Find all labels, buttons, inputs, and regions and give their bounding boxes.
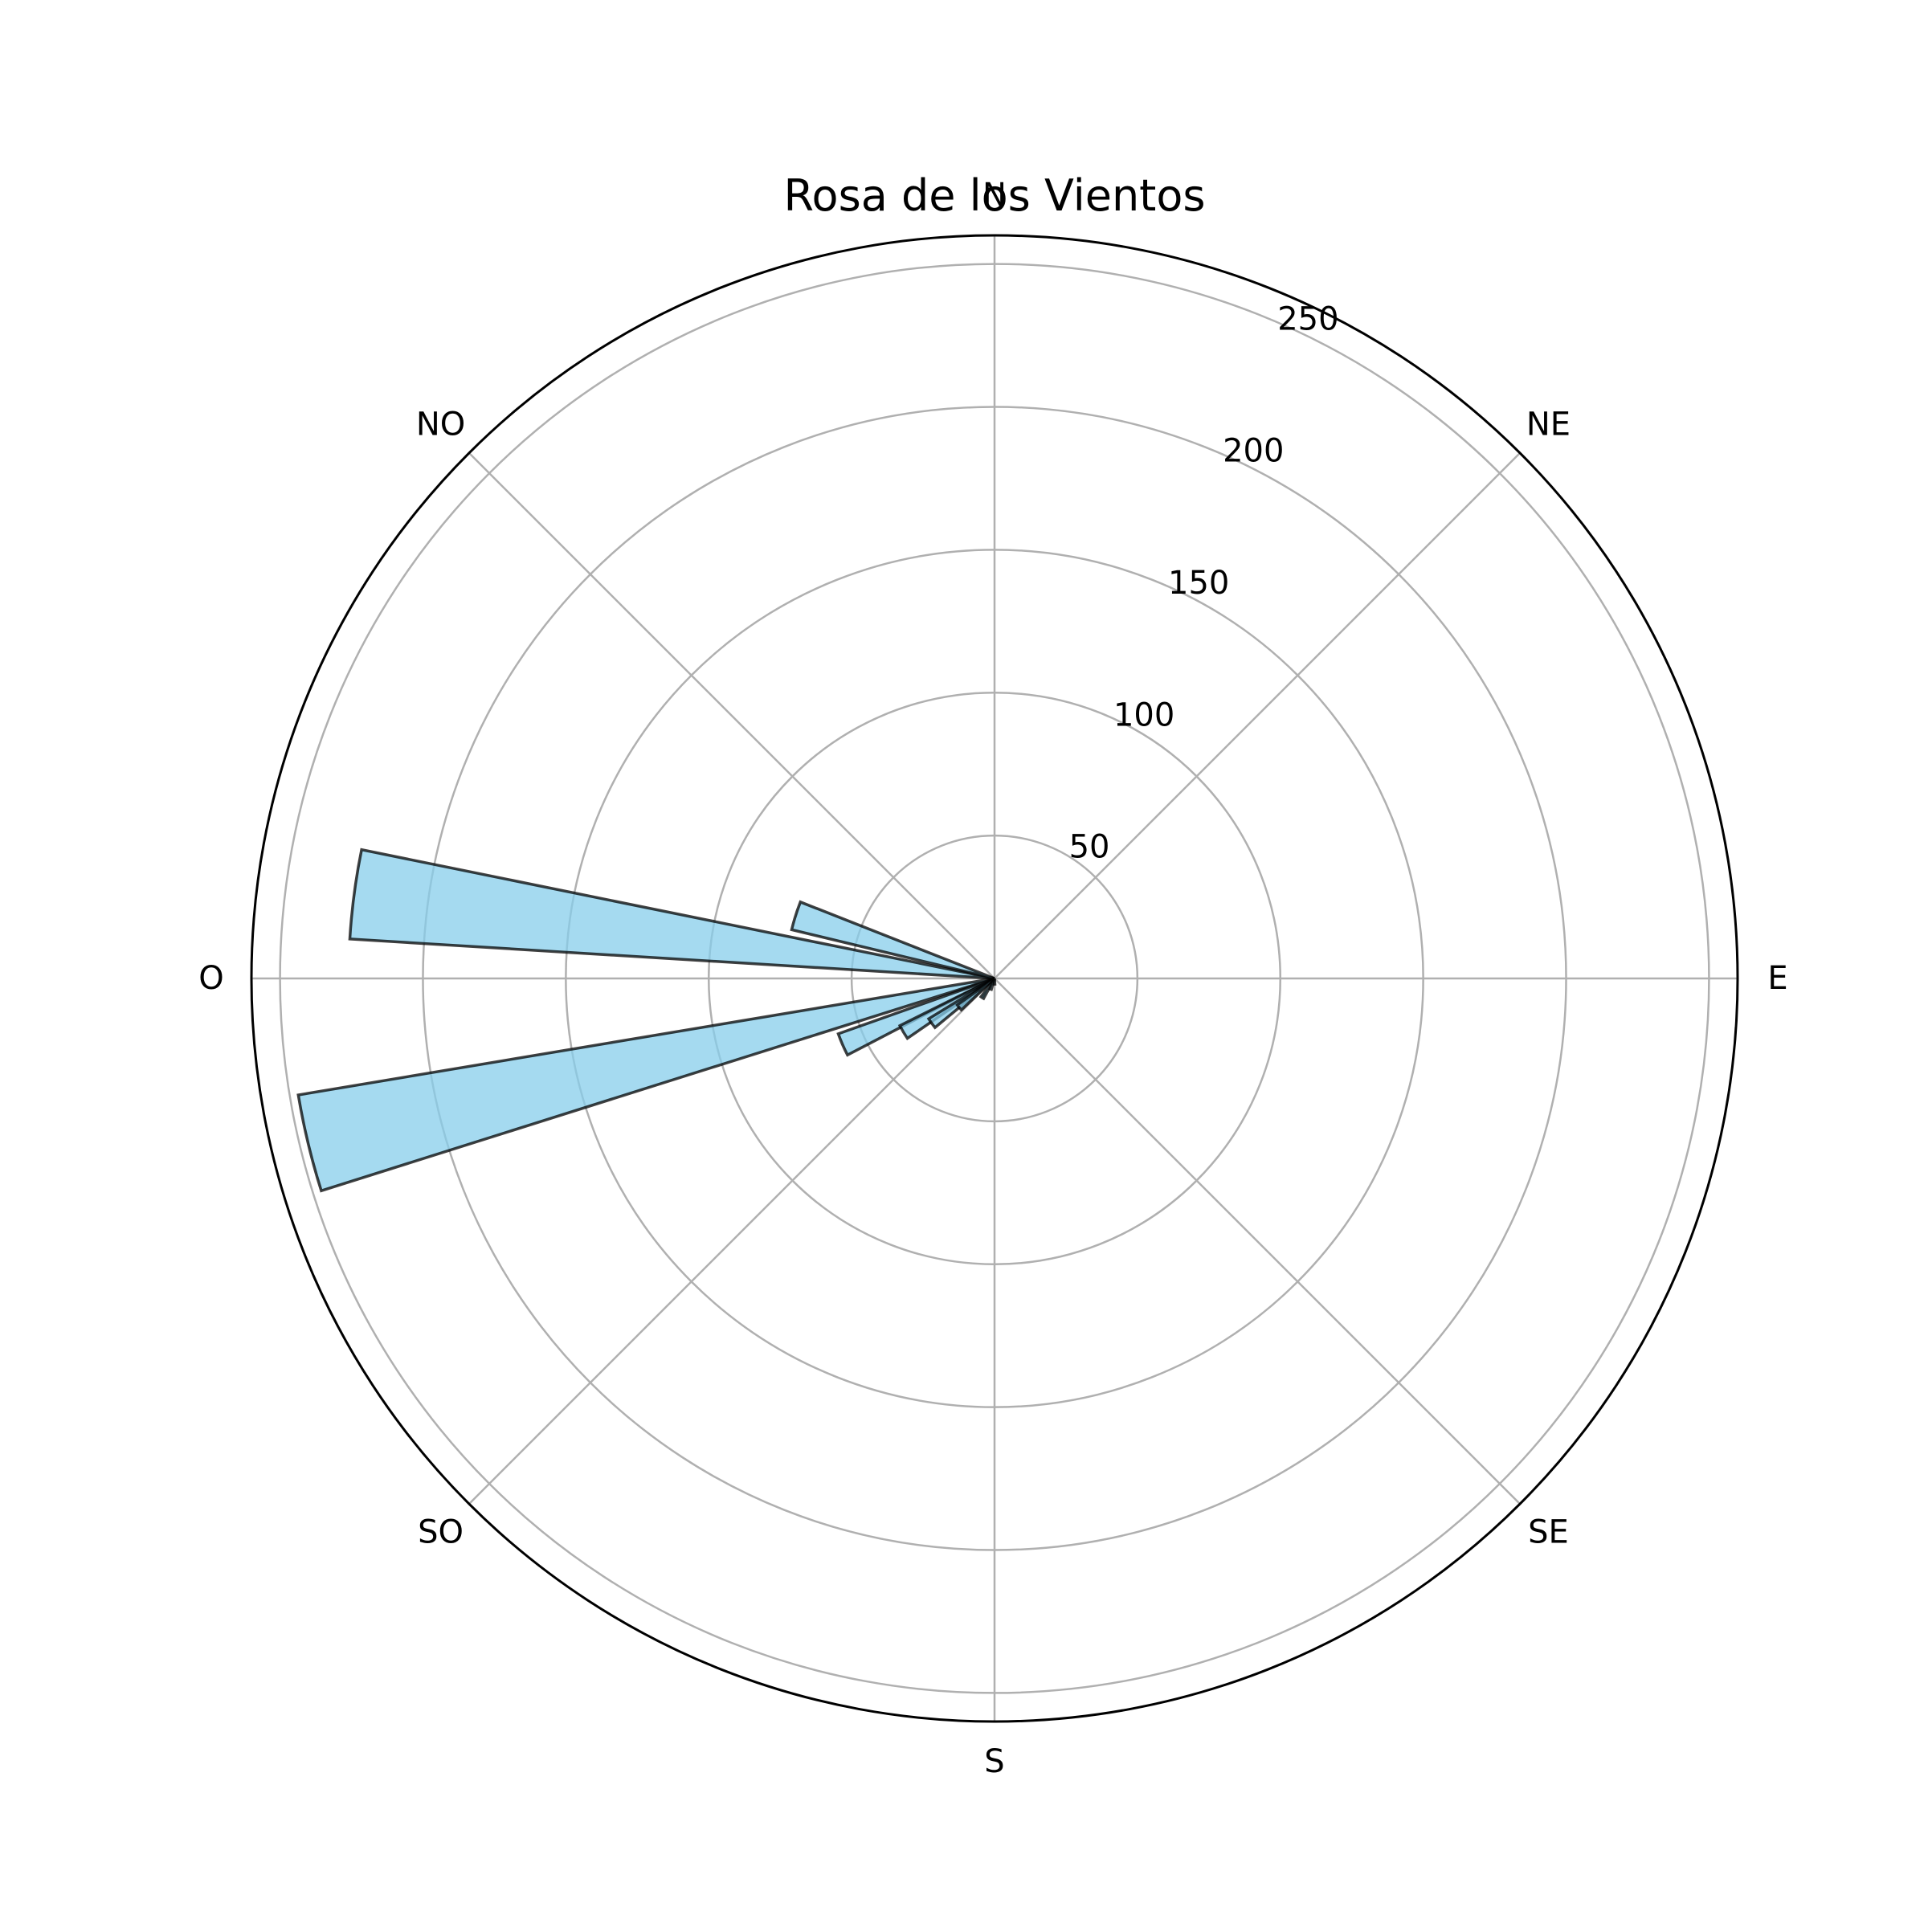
radial-tick-label-200: 200 (1223, 433, 1284, 470)
direction-label-s: S (984, 1743, 1004, 1780)
direction-label-e: E (1767, 960, 1787, 997)
ring-250 (279, 263, 1710, 1694)
spoke-se (994, 978, 1521, 1505)
ring-200 (422, 406, 1567, 1551)
wind-bar-7 (955, 977, 996, 1012)
spoke-so (468, 978, 995, 1505)
radial-tick-label-250: 250 (1277, 300, 1338, 337)
wind-bar-2 (348, 848, 995, 980)
chart-title: Rosa de los Vientos (783, 170, 1205, 221)
grid-layer (251, 235, 1738, 1722)
direction-label-ne: NE (1526, 406, 1571, 443)
direction-label-o: O (198, 960, 223, 997)
wind-bar-1 (296, 977, 995, 1193)
spoke-ne (994, 452, 1521, 979)
direction-label-se: SE (1528, 1513, 1569, 1550)
frame-layer (250, 234, 1739, 1723)
polar-frame (250, 234, 1739, 1723)
direction-label-no: NO (416, 406, 465, 443)
labels-layer: N NE E SE S SO O NO 50 100 150 200 250 (198, 177, 1787, 1780)
direction-label-so: SO (418, 1513, 464, 1550)
radial-tick-label-50: 50 (1069, 829, 1110, 866)
ring-50 (850, 834, 1139, 1123)
radial-tick-label-150: 150 (1168, 565, 1229, 602)
wind-bar-3 (790, 900, 995, 980)
radial-tick-label-100: 100 (1113, 696, 1174, 733)
ring-150 (565, 549, 1424, 1408)
bars-layer (296, 848, 997, 1193)
spoke-no (468, 452, 995, 979)
direction-label-n: N (982, 177, 1007, 214)
ring-100 (707, 691, 1282, 1266)
